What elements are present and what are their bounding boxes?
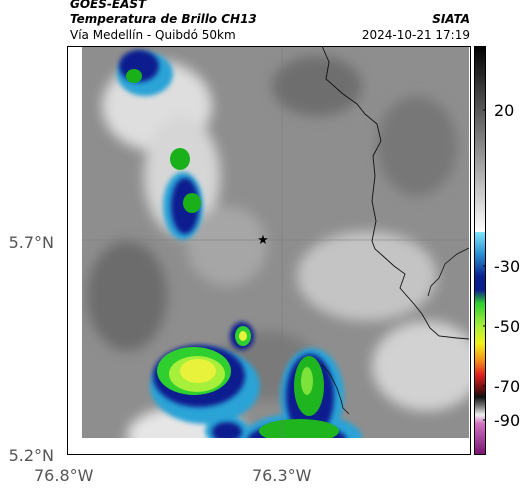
- colorbar-tick-label: -90: [494, 411, 521, 430]
- lon-tick-label: 76.8°W: [34, 466, 94, 485]
- colorbar-tick-label: -70: [494, 377, 521, 396]
- coastline: [321, 363, 350, 415]
- satellite-map: ★: [67, 46, 471, 455]
- department-border: [427, 247, 469, 297]
- product-title: Temperatura de Brillo CH13: [70, 12, 257, 26]
- brightness-temperature-field: ★: [82, 46, 469, 438]
- border-line: [321, 46, 469, 340]
- timestamp-label: 2024-10-21 17:19: [361, 28, 470, 42]
- region-subtitle: Vía Medellín - Quibdó 50km: [70, 28, 236, 42]
- lat-tick-label: 5.2°N: [8, 446, 54, 465]
- lon-tick-label: 76.3°W: [252, 466, 312, 485]
- star-icon: ★: [257, 233, 269, 248]
- cold-cloud-top-cells: [117, 50, 362, 438]
- satellite-title: GOES-EAST: [70, 0, 147, 11]
- organization-label: SIATA: [432, 12, 470, 26]
- colorbar-tick-label: -30: [494, 257, 521, 276]
- lat-tick-label: 5.7°N: [8, 233, 54, 252]
- temperature-colorbar: [474, 46, 486, 455]
- graticule: [82, 46, 469, 438]
- colorbar-tick-label: 20: [494, 101, 515, 120]
- colorbar-tick-label: -50: [494, 317, 521, 336]
